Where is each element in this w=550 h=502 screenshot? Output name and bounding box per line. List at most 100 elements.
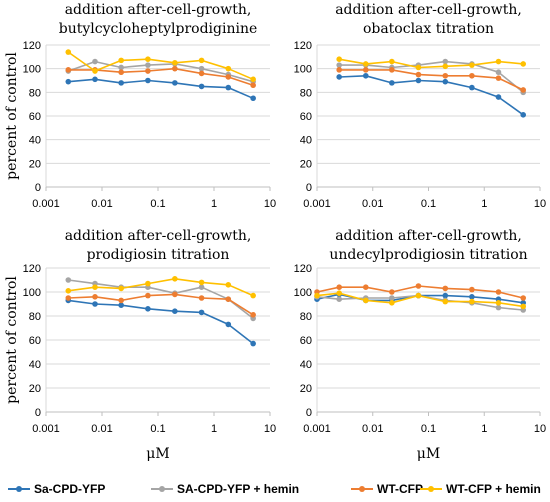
data-point <box>118 302 124 309</box>
data-point <box>495 289 502 295</box>
data-point <box>145 68 151 74</box>
data-point <box>65 295 72 301</box>
data-point <box>520 87 527 93</box>
y-tick-label: 0 <box>306 182 312 194</box>
y-tick-label: 120 <box>294 263 312 275</box>
chart-title-line2: prodigiosin titration <box>87 247 230 263</box>
x-tick-label: 0.1 <box>150 198 165 210</box>
data-point <box>469 72 475 79</box>
data-point <box>415 77 422 84</box>
x-tick-label: 0.01 <box>91 198 112 210</box>
data-point <box>469 62 475 68</box>
data-point <box>65 288 72 294</box>
data-point <box>118 57 124 64</box>
x-tick-label: 0.1 <box>421 198 436 210</box>
data-point <box>469 286 475 293</box>
data-point <box>118 64 124 71</box>
chart-title-line2: undecylprodigiosin titration <box>329 247 527 263</box>
y-tick-label: 120 <box>23 40 41 52</box>
data-point <box>469 298 475 305</box>
data-point <box>389 300 395 306</box>
data-point <box>442 58 449 65</box>
y-tick-label: 100 <box>294 64 312 76</box>
legend-swatch-marker <box>159 486 165 492</box>
data-point <box>250 340 256 347</box>
data-point <box>92 58 98 65</box>
series-4 <box>314 290 527 310</box>
series-line <box>67 51 254 81</box>
data-point <box>145 306 151 312</box>
data-point <box>495 58 502 65</box>
legend-item: Sa-CPD-YFP <box>8 482 105 496</box>
data-point <box>225 282 232 288</box>
y-tick-label: 0 <box>35 407 41 419</box>
data-point <box>314 292 320 299</box>
data-point <box>336 290 342 297</box>
y-tick-label: 80 <box>300 311 312 323</box>
data-point <box>145 292 151 299</box>
y-tick-label: 20 <box>29 383 41 395</box>
data-point <box>225 65 232 72</box>
x-tick-label: 0.01 <box>362 423 383 435</box>
data-point <box>92 301 98 307</box>
x-tick-label: 1 <box>481 198 487 210</box>
y-tick-label: 100 <box>23 287 41 299</box>
x-tick-label: 1 <box>211 423 217 435</box>
data-point <box>415 283 422 289</box>
y-tick-label: 60 <box>300 111 312 123</box>
series-1 <box>336 72 527 118</box>
x-axis-label: μM <box>146 446 169 462</box>
data-point <box>172 291 178 298</box>
data-point <box>92 294 98 300</box>
legend: Sa-CPD-YFP SA-CPD-YFP + hemin WT-CFP WT-CFP… <box>8 482 541 496</box>
data-point <box>65 49 72 55</box>
data-point <box>172 276 178 282</box>
data-point <box>415 292 422 299</box>
x-tick-label: 0.01 <box>362 198 383 210</box>
legend-item: WT-CFP <box>351 482 423 496</box>
chart-panel-3: addition after-cell-growth, prodigiosin t… <box>4 228 276 462</box>
x-tick-label: 10 <box>264 198 276 210</box>
y-tick-label: 40 <box>29 359 41 371</box>
series-1 <box>65 297 256 347</box>
data-point <box>336 74 342 80</box>
data-point <box>172 80 178 86</box>
y-tick-label: 120 <box>23 263 41 275</box>
series-line <box>68 67 254 86</box>
data-point <box>495 69 502 76</box>
panels: addition after-cell-growth, butylcyclohep… <box>4 2 546 462</box>
data-point <box>172 65 178 72</box>
y-tick-label: 0 <box>35 182 41 194</box>
data-point <box>198 57 205 64</box>
x-tick-label: 10 <box>534 198 546 210</box>
x-tick-label: 1 <box>211 198 217 210</box>
data-point <box>336 67 342 73</box>
data-point <box>172 59 178 66</box>
chart-title-line1: addition after-cell-growth, <box>65 2 252 18</box>
data-point <box>118 80 124 86</box>
x-tick-label: 10 <box>534 423 546 435</box>
data-point <box>65 277 72 283</box>
series-line <box>68 299 254 345</box>
data-point <box>520 295 527 301</box>
data-point <box>495 75 502 81</box>
data-point <box>520 112 527 118</box>
series-4 <box>336 56 527 71</box>
chart-panel-1: addition after-cell-growth, butylcyclohep… <box>4 2 276 210</box>
data-point <box>442 285 449 292</box>
y-tick-label: 20 <box>300 158 312 170</box>
series-line <box>68 78 254 100</box>
x-tick-label: 0.001 <box>303 198 331 210</box>
series-3 <box>65 65 256 89</box>
data-point <box>225 321 232 328</box>
x-tick-label: 0.01 <box>91 423 112 435</box>
data-point <box>495 94 502 100</box>
data-point <box>250 82 256 89</box>
chart-title-line1: addition after-cell-growth, <box>335 2 522 18</box>
data-point <box>145 280 151 287</box>
series-line <box>68 279 254 320</box>
legend-item: SA-CPD-YFP + hemin <box>151 482 299 496</box>
legend-label: SA-CPD-YFP + hemin <box>177 482 299 496</box>
series-line <box>68 60 254 83</box>
series-1 <box>65 76 256 102</box>
